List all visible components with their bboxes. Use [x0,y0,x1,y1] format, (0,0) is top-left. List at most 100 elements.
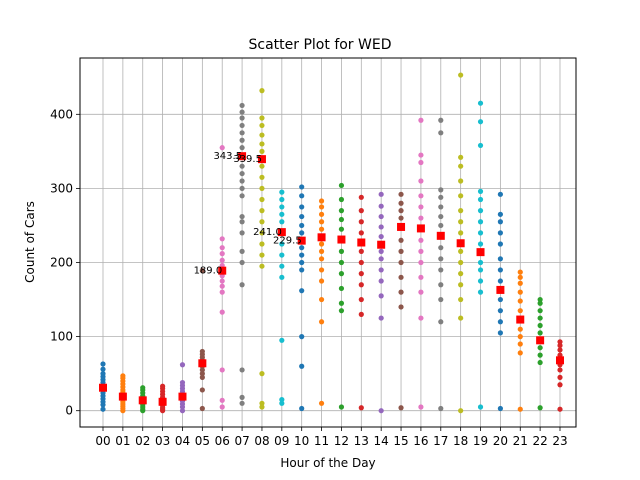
data-point [199,374,205,380]
data-point [299,230,305,236]
data-point [537,296,543,303]
data-point [537,352,543,358]
median-annotation: 339.5 [233,154,262,165]
median-marker [536,336,545,345]
data-point [358,194,364,200]
x-tick-label: 17 [433,434,448,448]
data-point [497,241,503,247]
median-marker [238,152,247,161]
data-point [438,256,444,262]
data-point [537,300,543,306]
data-point [239,130,245,136]
data-point [338,226,345,232]
median-annotation: 241.0 [253,227,282,238]
median-markers [99,152,564,406]
data-point [418,159,424,166]
data-point [438,296,444,303]
data-point [477,196,484,203]
data-point [557,374,563,380]
data-point [338,285,345,292]
data-point [199,387,205,393]
data-point [239,102,245,109]
data-point [438,204,444,210]
data-point [259,148,265,154]
data-point [497,330,503,336]
data-point [398,215,404,221]
data-point [299,259,305,266]
data-point [259,219,265,225]
median-annotation: 343.5 [213,151,242,162]
data-point [219,245,225,251]
data-point [497,219,503,225]
data-point [438,213,444,220]
data-point [239,394,245,400]
data-point [458,193,464,199]
data-point [279,204,285,210]
data-point [318,211,325,217]
chart-title: Scatter Plot for WED [249,37,392,53]
median-marker [496,285,505,294]
data-point [398,237,404,243]
median-annotation: 189.0 [194,266,223,277]
data-point [299,252,305,258]
data-point [378,293,384,299]
x-tick-label: 16 [413,434,428,448]
data-point [477,404,484,410]
data-point [418,315,424,321]
data-point [378,256,384,262]
data-point [219,397,225,403]
data-point [497,319,503,325]
data-point [358,230,364,236]
data-point [517,308,523,314]
data-point [299,267,305,273]
x-tick-label: 09 [274,434,289,448]
data-point [458,248,464,254]
data-point [219,278,225,284]
data-point [378,315,384,321]
data-point [557,342,563,349]
data-point [259,141,265,147]
data-point [497,308,503,314]
data-point [557,367,563,373]
data-point [338,404,345,410]
data-point [477,100,484,106]
data-point [458,178,464,184]
data-point [259,185,265,192]
data-point [299,204,305,210]
x-tick-label: 23 [552,434,567,448]
data-point [458,271,464,277]
median-marker [218,266,227,275]
data-point [418,152,424,158]
data-point [477,278,484,284]
data-point [318,400,325,406]
data-point [179,408,186,414]
data-point [219,257,225,263]
data-point [398,304,404,310]
data-point [378,248,384,254]
x-tick-label: 15 [393,434,408,448]
data-point [477,188,484,194]
data-point [378,233,384,240]
data-point [259,263,265,269]
data-point [219,236,225,242]
median-marker [277,228,286,237]
x-tick-label: 14 [374,434,389,448]
data-point [438,117,444,123]
data-point [418,404,424,410]
data-point [219,367,225,373]
data-point [378,408,384,414]
data-point [199,367,205,373]
median-marker [397,222,406,231]
data-point [557,382,563,388]
data-point [239,109,245,115]
median-marker [377,240,386,249]
median-marker [456,239,465,248]
data-point [418,193,424,199]
data-point [279,396,285,403]
data-point [537,308,543,314]
data-point [239,145,245,151]
data-point [259,174,265,180]
data-point [477,267,484,273]
data-point [259,196,265,203]
